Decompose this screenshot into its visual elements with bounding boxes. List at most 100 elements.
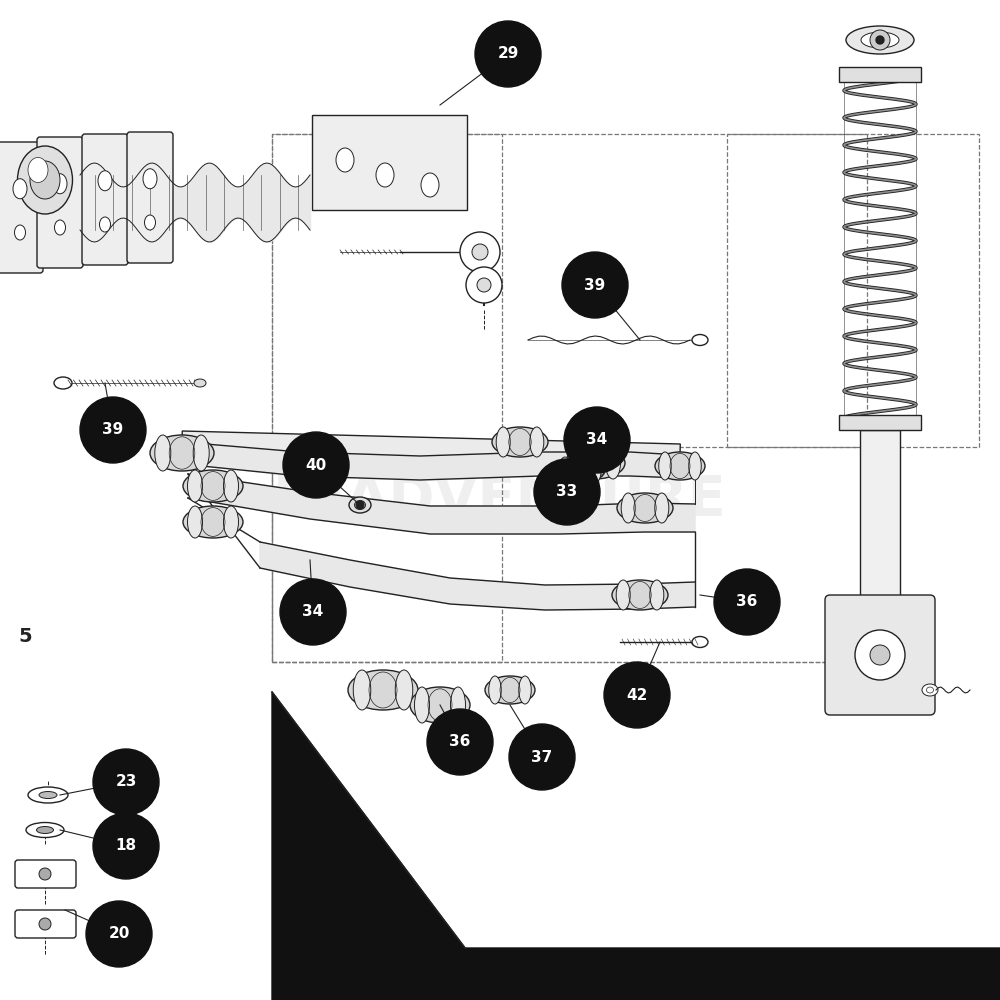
Polygon shape bbox=[182, 442, 680, 480]
Bar bbox=[272, 134, 867, 662]
Circle shape bbox=[509, 724, 575, 790]
Bar bbox=[860, 430, 900, 685]
Ellipse shape bbox=[621, 493, 635, 523]
Text: 40: 40 bbox=[305, 458, 327, 473]
Bar bbox=[727, 134, 979, 447]
FancyBboxPatch shape bbox=[15, 860, 76, 888]
Circle shape bbox=[427, 709, 493, 775]
Circle shape bbox=[604, 662, 670, 728]
Ellipse shape bbox=[606, 447, 620, 479]
Bar bbox=[272, 134, 502, 662]
Ellipse shape bbox=[183, 506, 243, 538]
Text: 39: 39 bbox=[584, 277, 606, 292]
Ellipse shape bbox=[26, 822, 64, 838]
Ellipse shape bbox=[450, 687, 466, 723]
Text: 5: 5 bbox=[18, 627, 32, 646]
Text: 36: 36 bbox=[449, 734, 471, 750]
FancyBboxPatch shape bbox=[82, 134, 128, 265]
Text: LEADVENTURE: LEADVENTURE bbox=[273, 473, 727, 527]
Ellipse shape bbox=[28, 787, 68, 803]
Text: 42: 42 bbox=[626, 688, 648, 702]
Circle shape bbox=[472, 244, 488, 260]
Text: 20: 20 bbox=[108, 926, 130, 942]
Text: 36: 36 bbox=[736, 594, 758, 609]
Ellipse shape bbox=[612, 580, 668, 610]
Ellipse shape bbox=[54, 220, 66, 235]
Bar bbox=[312, 115, 467, 210]
Circle shape bbox=[562, 252, 628, 318]
Circle shape bbox=[80, 397, 146, 463]
Ellipse shape bbox=[421, 173, 439, 197]
Ellipse shape bbox=[144, 215, 156, 230]
Circle shape bbox=[39, 918, 51, 930]
Ellipse shape bbox=[496, 427, 510, 457]
Ellipse shape bbox=[376, 163, 394, 187]
Circle shape bbox=[564, 407, 630, 473]
Ellipse shape bbox=[336, 148, 354, 172]
Ellipse shape bbox=[616, 580, 630, 610]
Ellipse shape bbox=[570, 447, 584, 479]
Ellipse shape bbox=[18, 146, 72, 214]
Ellipse shape bbox=[349, 497, 371, 513]
Circle shape bbox=[475, 21, 541, 87]
Ellipse shape bbox=[348, 670, 418, 710]
Ellipse shape bbox=[659, 452, 671, 480]
Circle shape bbox=[283, 432, 349, 498]
Circle shape bbox=[460, 232, 500, 272]
Ellipse shape bbox=[188, 506, 202, 538]
Ellipse shape bbox=[655, 493, 669, 523]
Ellipse shape bbox=[655, 452, 705, 480]
Polygon shape bbox=[260, 542, 695, 610]
Ellipse shape bbox=[650, 580, 664, 610]
Text: 39: 39 bbox=[102, 422, 124, 438]
Bar bbox=[272, 447, 867, 662]
FancyBboxPatch shape bbox=[825, 595, 935, 715]
Ellipse shape bbox=[410, 687, 470, 723]
Ellipse shape bbox=[188, 470, 202, 502]
Bar bbox=[839, 415, 921, 430]
Ellipse shape bbox=[565, 447, 625, 479]
Ellipse shape bbox=[36, 826, 54, 834]
Circle shape bbox=[876, 36, 884, 44]
Ellipse shape bbox=[492, 427, 548, 457]
Ellipse shape bbox=[559, 457, 571, 483]
Ellipse shape bbox=[100, 217, 111, 232]
Ellipse shape bbox=[14, 225, 26, 240]
FancyBboxPatch shape bbox=[127, 132, 173, 263]
Ellipse shape bbox=[555, 457, 605, 483]
Circle shape bbox=[477, 278, 491, 292]
Text: 18: 18 bbox=[115, 838, 137, 854]
Ellipse shape bbox=[485, 676, 535, 704]
Circle shape bbox=[870, 645, 890, 665]
Circle shape bbox=[356, 501, 364, 509]
Circle shape bbox=[93, 749, 159, 815]
Circle shape bbox=[870, 30, 890, 50]
Polygon shape bbox=[272, 692, 1000, 1000]
Ellipse shape bbox=[150, 435, 214, 471]
Ellipse shape bbox=[692, 334, 708, 346]
Ellipse shape bbox=[155, 435, 171, 471]
Ellipse shape bbox=[692, 637, 708, 648]
Circle shape bbox=[855, 630, 905, 680]
Ellipse shape bbox=[922, 684, 938, 696]
Ellipse shape bbox=[589, 457, 601, 483]
Ellipse shape bbox=[354, 500, 366, 510]
Ellipse shape bbox=[846, 26, 914, 54]
Circle shape bbox=[280, 579, 346, 645]
Ellipse shape bbox=[689, 452, 701, 480]
Ellipse shape bbox=[861, 32, 899, 48]
Ellipse shape bbox=[519, 676, 531, 704]
Text: 33: 33 bbox=[556, 485, 578, 499]
Text: 23: 23 bbox=[115, 774, 137, 790]
Ellipse shape bbox=[353, 670, 371, 710]
Ellipse shape bbox=[193, 435, 209, 471]
Ellipse shape bbox=[28, 157, 48, 182]
Ellipse shape bbox=[143, 169, 157, 189]
Text: 34: 34 bbox=[586, 432, 608, 448]
Text: 29: 29 bbox=[497, 46, 519, 62]
FancyBboxPatch shape bbox=[37, 137, 83, 268]
Polygon shape bbox=[182, 431, 680, 466]
Circle shape bbox=[93, 813, 159, 879]
Circle shape bbox=[86, 901, 152, 967]
Ellipse shape bbox=[926, 687, 934, 693]
